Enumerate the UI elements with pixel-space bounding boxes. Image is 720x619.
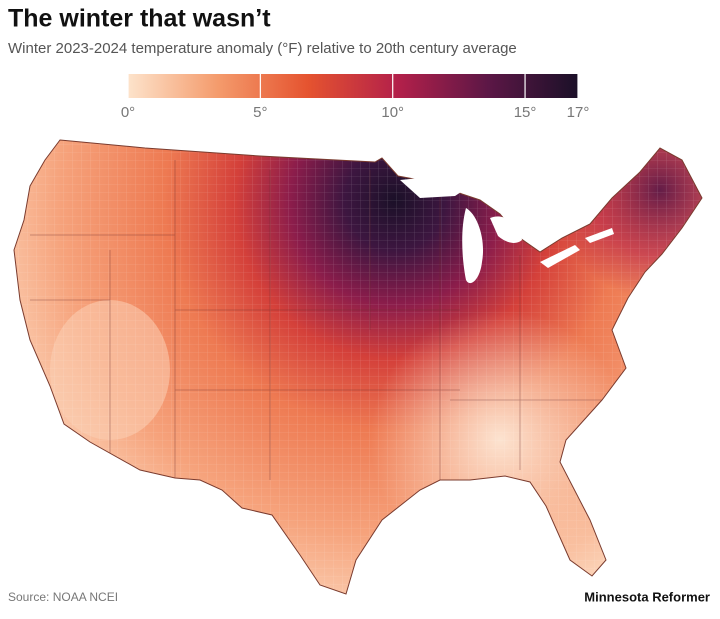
title: The winter that wasn’t [8,5,271,33]
map [13,139,703,595]
legend-tick-label: 15° [514,104,537,121]
legend-tick-label: 10° [381,104,404,121]
legend-tick-label: 0° [121,104,135,121]
source: Source: NOAA NCEI [8,590,118,604]
legend-bar [128,74,578,98]
map-fill [14,140,702,594]
legend: 0° 5° 10° 15° 17° [121,74,590,121]
credit: Minnesota Reformer [584,589,710,604]
subtitle: Winter 2023-2024 temperature anomaly (°F… [8,40,517,57]
legend-tick-label: 5° [253,104,267,121]
great-lakes [400,176,614,284]
legend-tick-label: 17° [567,104,590,121]
